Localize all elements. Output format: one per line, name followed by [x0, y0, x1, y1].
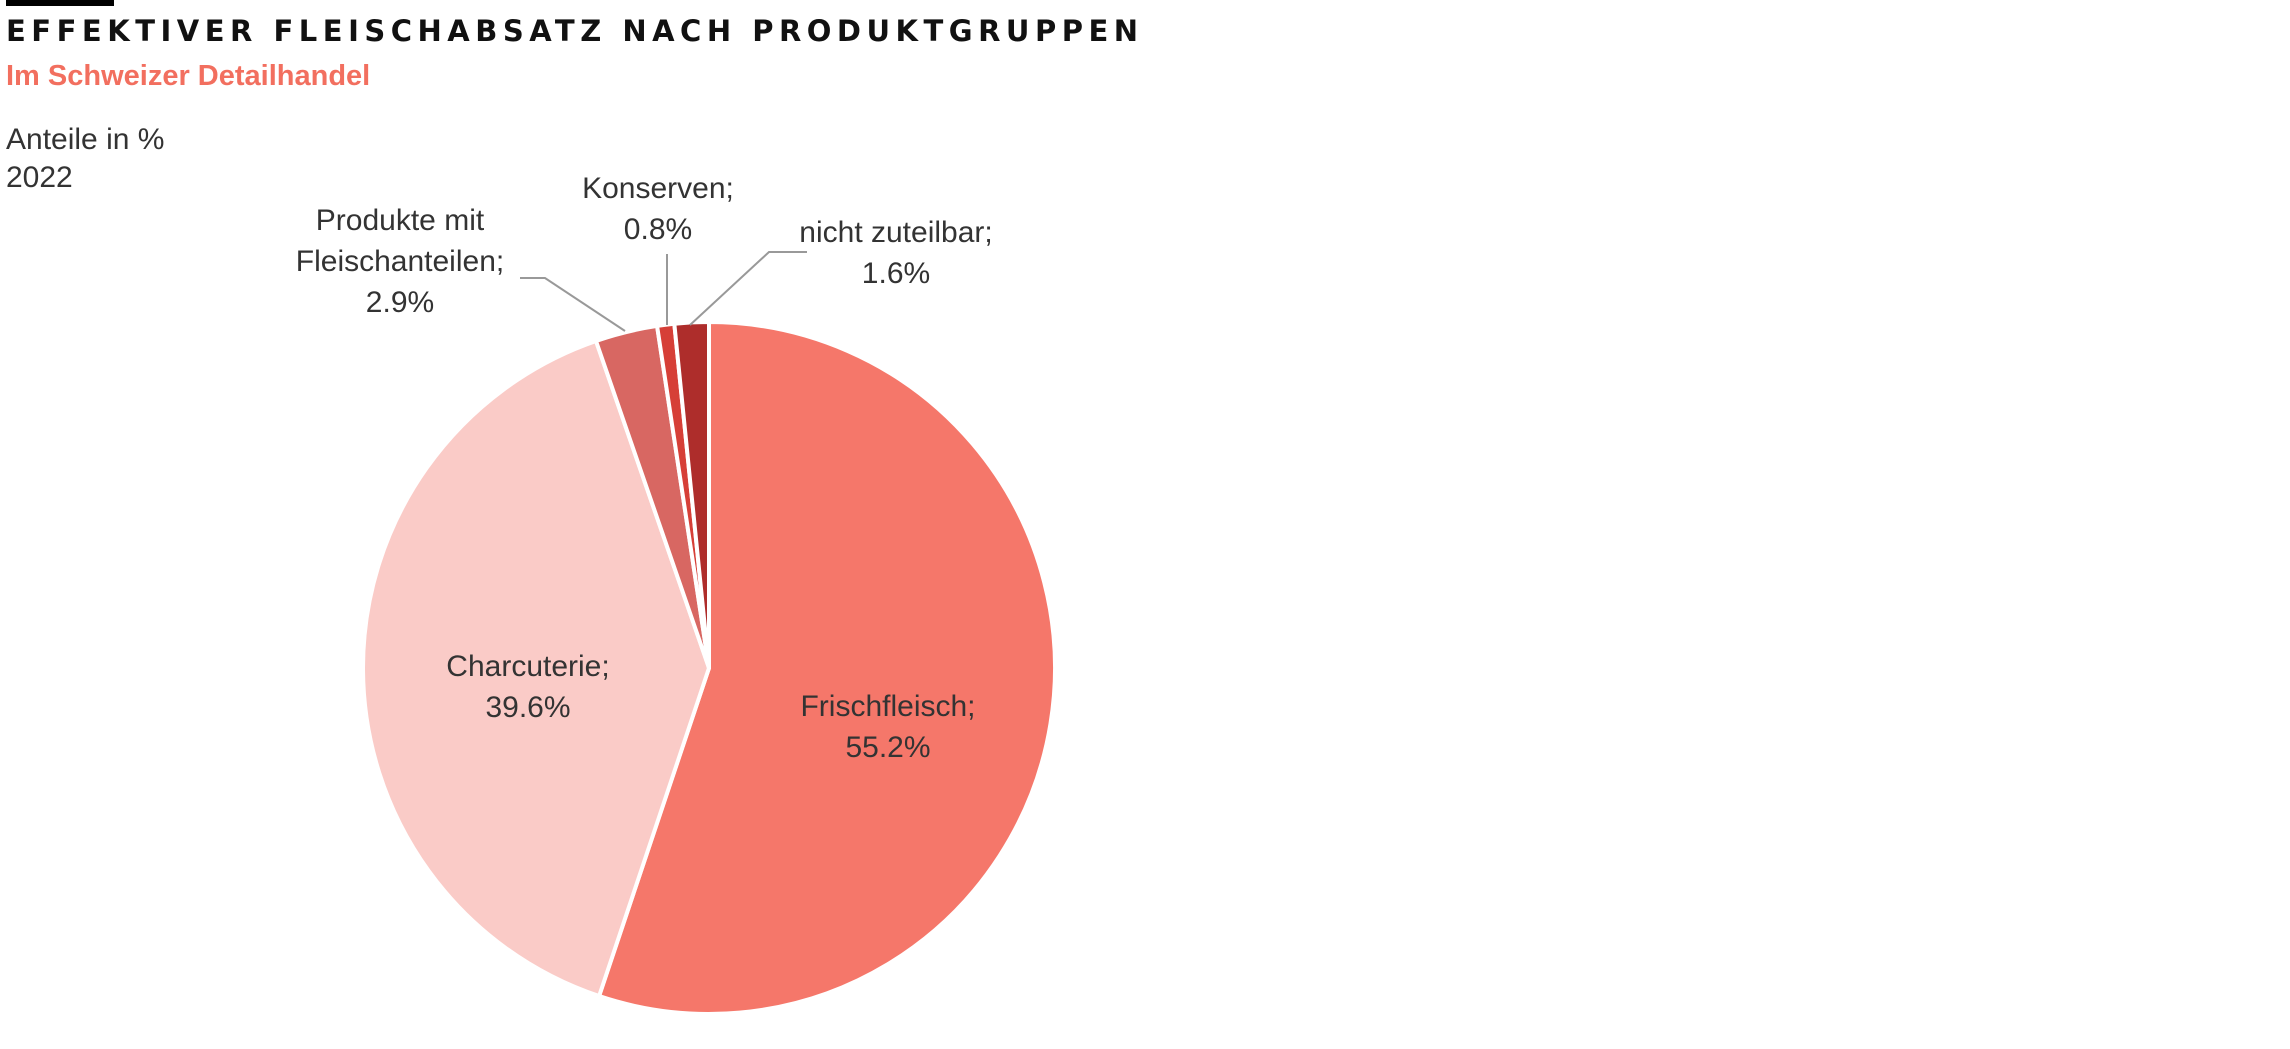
label-produkte-mit-fleischanteilen-line-2: Fleischanteilen; [296, 245, 504, 278]
label-konserven: Konserven; 0.8% [582, 172, 734, 246]
slice-frischfleisch [597, 320, 1057, 1016]
title-accent-rule [6, 0, 114, 6]
year-label: 2022 [6, 161, 73, 194]
label-charcuterie-line-2: 39.6% [485, 691, 570, 724]
label-konserven-line-2: 0.8% [624, 213, 692, 246]
pie-slices [361, 319, 1057, 1016]
leader-nicht-zuteilbar [689, 251, 807, 326]
label-frischfleisch: Frischfleisch; 55.2% [800, 690, 975, 764]
chart-title: EFFEKTIVER FLEISCHABSATZ NACH PRODUKTGRU… [6, 14, 1144, 48]
slice-charcuterie [361, 338, 711, 999]
unit-note: Anteile in % 2022 [6, 121, 164, 197]
label-produkte-mit-fleischanteilen-line-1: Produkte mit [316, 204, 485, 237]
label-nicht-zuteilbar: nicht zuteilbar; 1.6% [799, 216, 992, 290]
label-nicht-zuteilbar-line-1: nicht zuteilbar; [799, 216, 992, 249]
slice-labels: Frischfleisch; 55.2% Charcuterie; 39.6% Prod… [296, 172, 993, 764]
label-charcuterie: Charcuterie; 39.6% [446, 650, 609, 724]
label-konserven-line-1: Konserven; [582, 172, 734, 205]
label-produkte-mit-fleischanteilen: Produkte mit Fleischanteilen; 2.9% [296, 204, 504, 319]
label-charcuterie-line-1: Charcuterie; [446, 650, 609, 683]
label-frischfleisch-line-2: 55.2% [845, 731, 930, 764]
chart-subtitle: Im Schweizer Detailhandel [6, 60, 371, 92]
unit-label: Anteile in % [6, 123, 165, 156]
leader-lines [520, 251, 807, 332]
label-nicht-zuteilbar-line-2: 1.6% [862, 257, 930, 290]
leader-produkte-mit-fleischanteilen [520, 277, 626, 332]
label-produkte-mit-fleischanteilen-line-3: 2.9% [366, 286, 434, 319]
label-frischfleisch-line-1: Frischfleisch; [800, 690, 975, 723]
